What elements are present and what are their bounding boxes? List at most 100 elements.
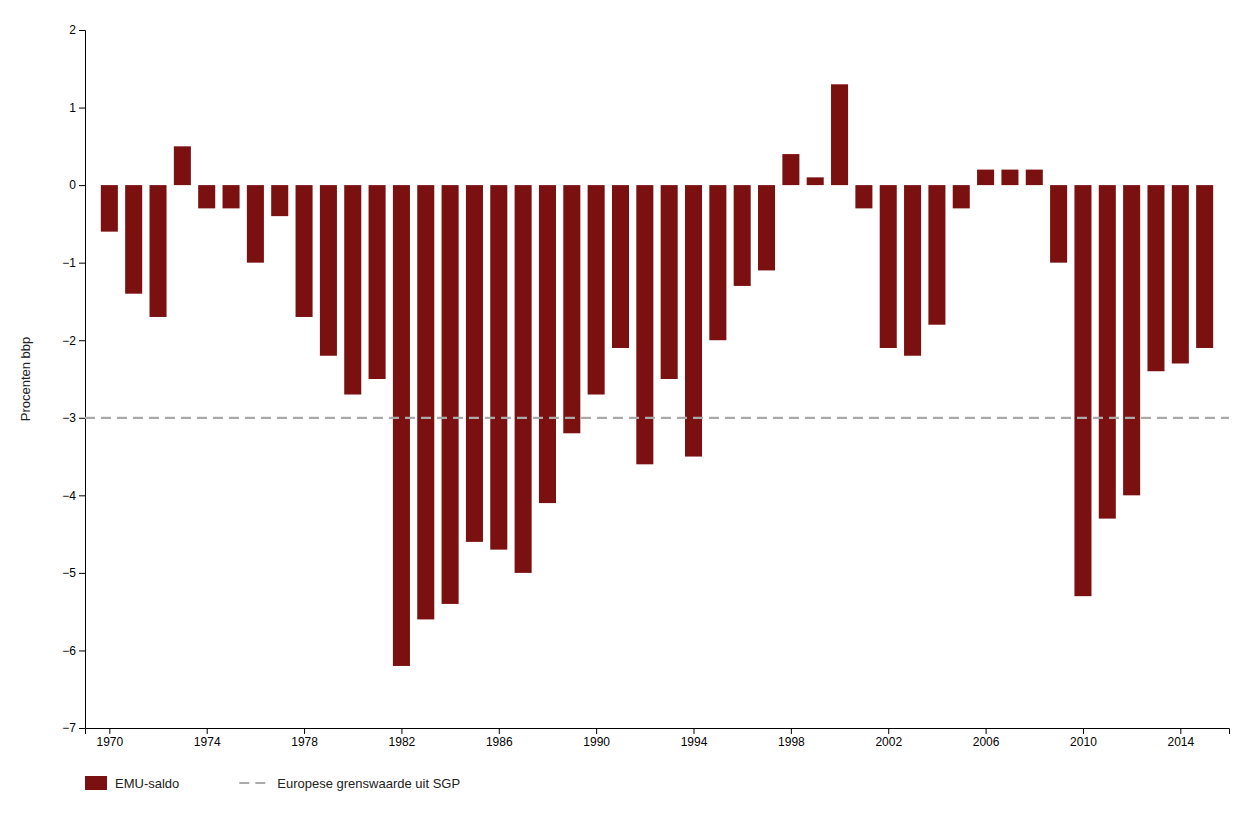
x-tick-mark	[1180, 728, 1181, 734]
bar	[466, 185, 483, 542]
x-tick-mark	[1083, 728, 1084, 734]
legend-swatch	[85, 776, 107, 790]
y-tick: −3	[62, 411, 85, 425]
x-tick: 1986	[486, 728, 513, 749]
y-tick-label: −1	[62, 256, 76, 270]
y-tick-mark	[79, 495, 85, 496]
y-tick: 0	[69, 178, 85, 192]
y-tick: 2	[69, 23, 85, 37]
bar	[661, 185, 678, 379]
y-tick-mark	[79, 728, 85, 729]
x-tick-mark	[304, 728, 305, 734]
bar	[709, 185, 726, 340]
bar	[612, 185, 629, 348]
y-tick-label: 2	[69, 23, 76, 37]
bar	[125, 185, 142, 294]
x-tick: 2010	[1070, 728, 1097, 749]
x-tick-mark	[207, 728, 208, 734]
y-axis-line	[79, 31, 86, 729]
legend-label: EMU-saldo	[115, 776, 179, 791]
y-tick: −2	[62, 334, 85, 348]
bar	[1196, 185, 1213, 348]
bar	[807, 177, 824, 185]
bar	[1147, 185, 1164, 371]
x-tick-label: 1998	[778, 735, 805, 749]
legend-label: Europese grenswaarde uit SGP	[277, 776, 460, 791]
bar	[490, 185, 507, 550]
plot: −7 −6 −5 −4 −3 −2 −1 0 1 2 1970 1974 1978 1982 1986 199…	[18, 23, 1230, 748]
x-tick-mark	[986, 728, 987, 734]
x-tick-mark	[694, 728, 695, 734]
y-tick-label: −6	[62, 644, 76, 658]
x-tick-label: 2006	[973, 735, 1000, 749]
bar	[782, 154, 799, 185]
legend-item: EMU-saldo	[85, 776, 179, 791]
y-tick-mark	[79, 418, 85, 419]
legend-swatch	[239, 782, 269, 784]
bar	[442, 185, 459, 604]
bar	[417, 185, 434, 619]
bar	[685, 185, 702, 456]
x-tick-label: 2010	[1070, 735, 1097, 749]
y-tick: 1	[69, 101, 85, 115]
y-tick-mark	[79, 30, 85, 31]
bar	[271, 185, 288, 216]
bar	[320, 185, 337, 356]
y-tick: −5	[62, 566, 85, 580]
bar	[758, 185, 775, 270]
y-tick: −7	[62, 721, 85, 735]
x-tick-label: 1994	[681, 735, 708, 749]
x-tick: 1974	[194, 728, 221, 749]
y-axis-title: Procenten bbp	[18, 337, 33, 422]
bar	[296, 185, 313, 317]
bar	[515, 185, 532, 573]
bar	[563, 185, 580, 433]
y-tick-mark	[79, 573, 85, 574]
bar	[636, 185, 653, 464]
bar	[1050, 185, 1067, 263]
y-tick-label: −2	[62, 334, 76, 348]
x-tick: 1982	[389, 728, 416, 749]
bar	[1026, 170, 1043, 186]
bar	[904, 185, 921, 356]
x-tick-label: 1970	[96, 735, 123, 749]
y-tick-label: −7	[62, 721, 76, 735]
x-tick-mark	[499, 728, 500, 734]
x-axis-line	[86, 729, 1230, 735]
x-tick-mark	[888, 728, 889, 734]
bar	[393, 185, 410, 666]
bar	[223, 185, 240, 208]
bar	[198, 185, 215, 208]
y-tick-mark	[79, 185, 85, 186]
y-tick-mark	[79, 108, 85, 109]
y-tick: −4	[62, 489, 85, 503]
y-tick-mark	[79, 650, 85, 651]
bar	[953, 185, 970, 208]
marks	[85, 84, 1229, 666]
x-tick: 1978	[291, 728, 318, 749]
y-tick-label: −4	[62, 489, 76, 503]
x-tick-label: 1982	[389, 735, 416, 749]
x-tick-mark	[791, 728, 792, 734]
bar	[247, 185, 264, 263]
y-tick: −1	[62, 256, 85, 270]
x-tick: 1970	[96, 728, 123, 749]
bar	[1123, 185, 1140, 495]
y-tick-label: 0	[69, 178, 76, 192]
bar	[1001, 170, 1018, 186]
x-tick-mark	[401, 728, 402, 734]
x-tick: 1998	[778, 728, 805, 749]
bar	[928, 185, 945, 325]
x-tick: 2002	[875, 728, 902, 749]
bar	[1074, 185, 1091, 596]
bar	[539, 185, 556, 503]
x-axis: 1970197419781982198619901994199820022006…	[86, 728, 1230, 749]
bar	[174, 146, 191, 185]
y-tick-label: −5	[62, 566, 76, 580]
bar	[734, 185, 751, 286]
reference-line	[85, 417, 1229, 419]
x-tick-mark	[596, 728, 597, 734]
bar	[977, 170, 994, 186]
y-tick: −6	[62, 644, 85, 658]
bar	[855, 185, 872, 208]
